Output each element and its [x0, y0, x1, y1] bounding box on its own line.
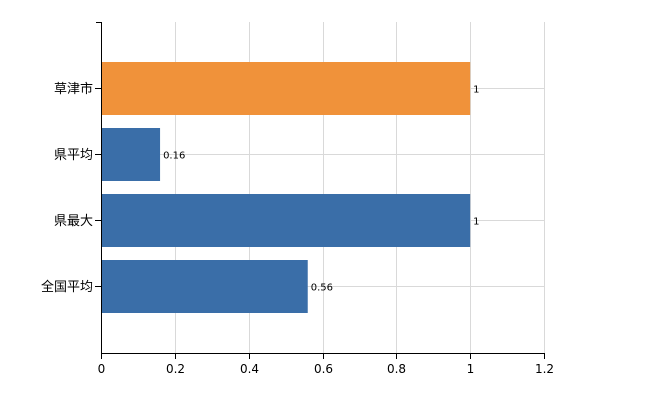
axes: [95, 22, 545, 359]
bars: [102, 62, 471, 313]
x-tick-label-6: 1.2: [535, 362, 554, 376]
x-tick-label-5: 1: [467, 362, 475, 376]
x-tick-label-4: 0.8: [387, 362, 406, 376]
category-label-2: 県最大: [54, 214, 93, 229]
category-label-1: 県平均: [54, 148, 93, 163]
data-label-1: 0.16: [163, 151, 185, 162]
bar-0: [102, 62, 471, 115]
bar-3: [102, 260, 308, 313]
x-tick-label-1: 0.2: [166, 362, 185, 376]
x-tick-label-2: 0.4: [240, 362, 259, 376]
category-label-3: 全国平均: [41, 279, 93, 295]
category-label-0: 草津市: [54, 81, 93, 97]
data-label-0: 1: [473, 85, 479, 96]
bar-1: [102, 128, 161, 181]
bar-2: [102, 194, 471, 247]
x-tick-label-0: 0: [98, 362, 106, 376]
data-label-2: 1: [473, 217, 479, 228]
x-tick-label-3: 0.6: [314, 362, 333, 376]
data-label-3: 0.56: [311, 283, 333, 294]
